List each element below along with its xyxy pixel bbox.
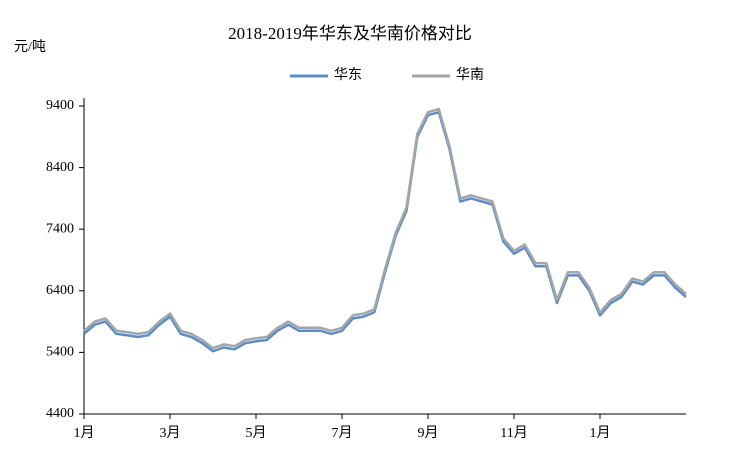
x-tick-label: 9月 [418,425,439,441]
y-tick-label: 8400 [46,160,74,175]
x-tick-label: 3月 [160,425,181,441]
y-tick-label: 5400 [46,345,74,360]
x-tick-label: 5月 [246,425,267,441]
legend-label: 华南 [456,67,484,83]
y-tick-label: 9400 [46,98,74,113]
y-tick-label: 4400 [46,406,74,421]
y-tick-label: 6400 [46,283,74,298]
x-tick-label: 11月 [500,425,527,441]
x-tick-label: 1月 [590,425,611,441]
chart-title: 2018-2019年华东及华南价格对比 [228,24,472,43]
x-tick-label: 1月 [74,425,95,441]
line-series [83,107,687,350]
y-axis-label: 元/吨 [14,39,46,55]
x-tick-label: 7月 [332,425,353,441]
legend-label: 华东 [334,67,362,83]
y-tick-label: 7400 [46,221,74,236]
line-series [83,110,687,353]
